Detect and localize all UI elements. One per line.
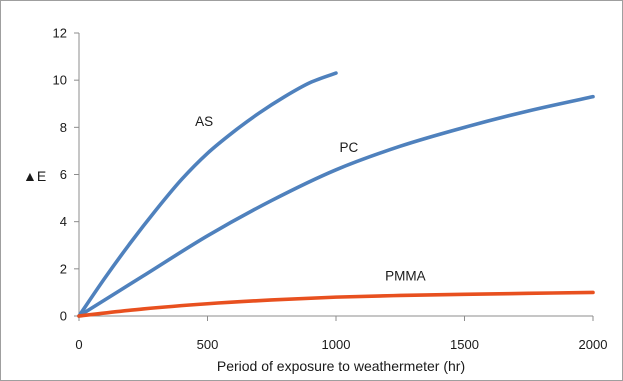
y-tick-label: 2	[60, 261, 67, 276]
x-tick-label: 1000	[322, 337, 351, 352]
y-tick-label: 4	[60, 214, 67, 229]
x-axis-title: Period of exposure to weathermeter (hr)	[217, 358, 465, 374]
series-label-pmma: PMMA	[385, 269, 426, 284]
series-line-as	[77, 71, 338, 318]
ticks: 0 2 4 6 8 10 12 0 500 1000 1500 2000	[53, 26, 608, 353]
series	[77, 71, 595, 318]
series-labels: AS PC PMMA	[195, 114, 425, 283]
series-label-as: AS	[195, 114, 213, 129]
x-tick-label: 0	[75, 337, 82, 352]
y-tick-label: 8	[60, 120, 67, 135]
y-axis-title: ▲E	[23, 168, 46, 184]
y-tick-label: 12	[53, 26, 67, 41]
y-tick-label: 10	[53, 73, 67, 88]
y-tick-label: 6	[60, 167, 67, 182]
series-line-pmma	[77, 290, 595, 318]
x-tick-label: 500	[197, 337, 219, 352]
x-tick-label: 2000	[579, 337, 608, 352]
x-tick-label: 1500	[450, 337, 479, 352]
series-label-pc: PC	[339, 140, 358, 155]
y-tick-label: 0	[60, 309, 67, 324]
axes	[78, 33, 593, 317]
series-line-pc	[77, 94, 595, 318]
